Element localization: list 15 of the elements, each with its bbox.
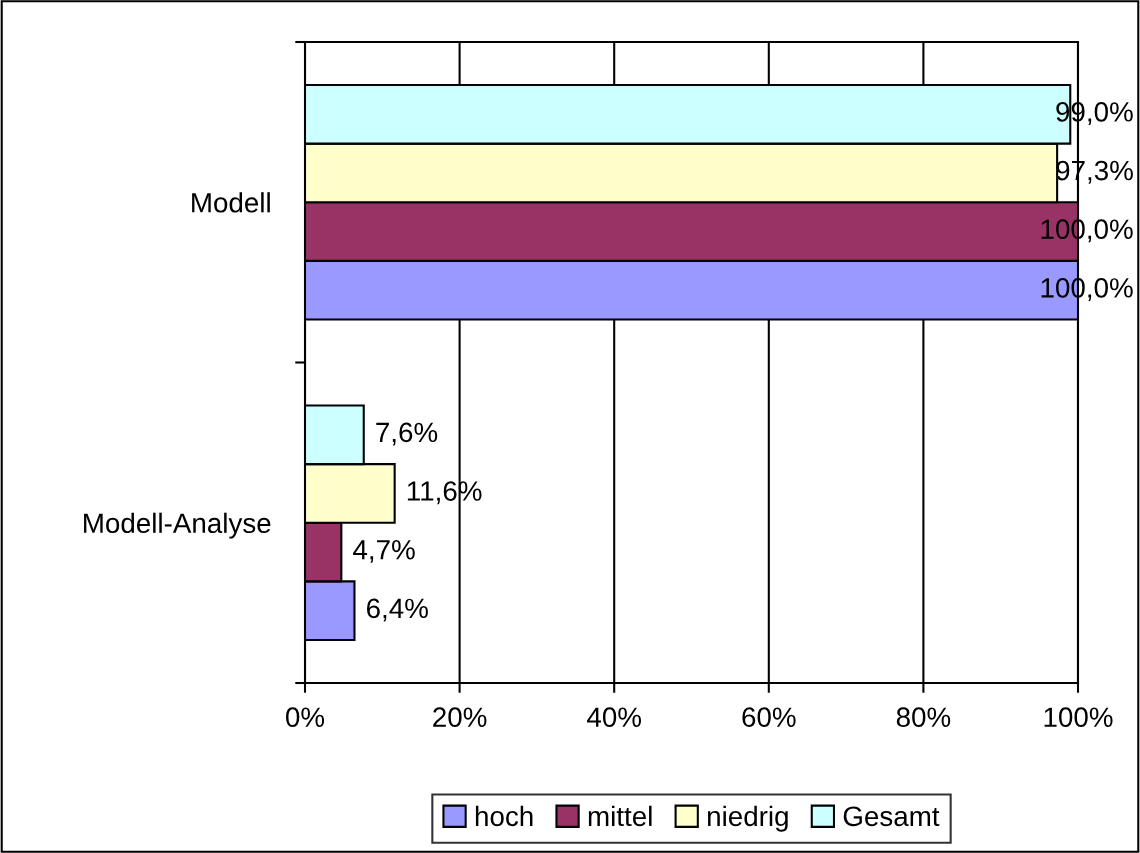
x-tick-label: 60%: [742, 707, 796, 728]
x-tick-label: 20%: [433, 707, 487, 728]
y-tick-label: Modell-Analyse: [84, 512, 271, 539]
x-tick-label: 80%: [896, 707, 951, 728]
x-tick-label: 100%: [1044, 707, 1113, 728]
x-tick-label: 40%: [587, 707, 642, 728]
legend-label: Gesamt: [843, 806, 940, 827]
data-label: 6,4%: [366, 598, 428, 622]
y-tick-label: Modell: [192, 192, 270, 213]
legend-label: hoch: [475, 805, 533, 827]
x-tick-label: 0%: [286, 707, 325, 728]
data-label: 7,6%: [376, 422, 438, 446]
legend-label: niedrig: [708, 805, 788, 832]
data-label: 4,7%: [353, 539, 415, 563]
legend-label: mittel: [588, 805, 652, 827]
